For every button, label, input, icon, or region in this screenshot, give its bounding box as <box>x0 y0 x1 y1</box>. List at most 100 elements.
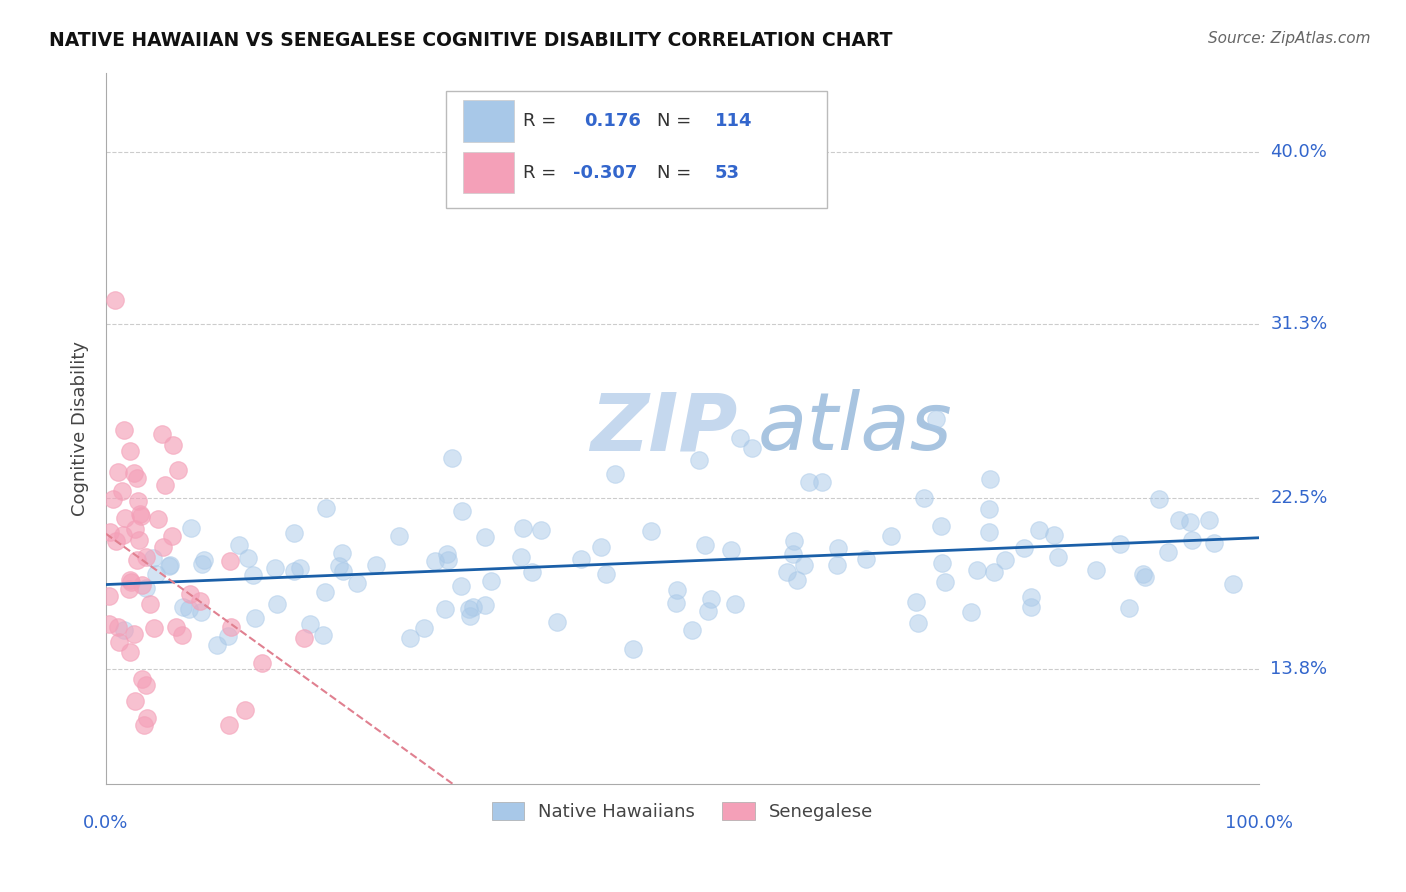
Point <box>190 605 212 619</box>
Point <box>98 524 121 539</box>
Point <box>328 558 350 573</box>
Point <box>266 597 288 611</box>
Text: 22.5%: 22.5% <box>1271 489 1327 507</box>
Text: 13.8%: 13.8% <box>1271 660 1327 678</box>
Text: 100.0%: 100.0% <box>1225 814 1294 832</box>
Point <box>218 717 240 731</box>
Point <box>786 573 808 587</box>
Text: Source: ZipAtlas.com: Source: ZipAtlas.com <box>1208 31 1371 46</box>
Text: 114: 114 <box>714 112 752 130</box>
Point <box>699 592 721 607</box>
Point <box>450 504 472 518</box>
Text: atlas: atlas <box>758 390 952 467</box>
Point <box>124 522 146 536</box>
Point <box>925 411 948 425</box>
Point <box>103 492 125 507</box>
Point <box>288 561 311 575</box>
Point <box>207 638 229 652</box>
Point <box>461 599 484 614</box>
Text: 53: 53 <box>714 163 740 181</box>
Point <box>474 598 496 612</box>
Point <box>1118 601 1140 615</box>
Text: 0.176: 0.176 <box>585 112 641 130</box>
Point <box>145 566 167 581</box>
Point <box>912 491 935 505</box>
Point <box>150 426 173 441</box>
Point <box>172 600 194 615</box>
Point <box>170 628 193 642</box>
Point <box>697 604 720 618</box>
Point <box>960 606 983 620</box>
Point <box>104 293 127 307</box>
Point <box>931 556 953 570</box>
Point <box>603 467 626 481</box>
Point <box>217 629 239 643</box>
Point <box>142 621 165 635</box>
Point <box>1157 545 1180 559</box>
Point <box>136 711 159 725</box>
Point <box>118 443 141 458</box>
Point <box>481 574 503 588</box>
Point <box>124 694 146 708</box>
Point <box>1047 549 1070 564</box>
Point <box>530 523 553 537</box>
Point <box>512 521 534 535</box>
Point <box>595 567 617 582</box>
Point <box>124 467 146 481</box>
Point <box>179 587 201 601</box>
Point <box>681 624 703 638</box>
Point <box>111 528 134 542</box>
Point <box>979 502 1001 516</box>
Point <box>695 538 717 552</box>
Point <box>179 602 201 616</box>
Point <box>1019 599 1042 614</box>
Point <box>105 534 128 549</box>
Point <box>193 553 215 567</box>
Point <box>242 568 264 582</box>
Point <box>728 431 751 445</box>
Point <box>934 575 956 590</box>
Point <box>1198 513 1220 527</box>
FancyBboxPatch shape <box>464 152 515 194</box>
Point <box>1222 576 1244 591</box>
Text: ZIP: ZIP <box>591 390 738 467</box>
Point <box>283 564 305 578</box>
Point <box>458 609 481 624</box>
Point <box>1181 533 1204 548</box>
Point <box>188 593 211 607</box>
Point <box>135 550 157 565</box>
Point <box>299 617 322 632</box>
Point <box>233 702 256 716</box>
Point <box>346 576 368 591</box>
Point <box>114 511 136 525</box>
Point <box>546 615 568 629</box>
Point <box>1178 515 1201 529</box>
Point <box>364 558 387 573</box>
Point <box>741 441 763 455</box>
Text: R =: R = <box>523 163 557 181</box>
Point <box>783 534 806 549</box>
Point <box>450 578 472 592</box>
Point <box>458 601 481 615</box>
Point <box>142 550 165 565</box>
Point <box>332 564 354 578</box>
Point <box>931 519 953 533</box>
Point <box>797 475 820 490</box>
Point <box>825 558 848 573</box>
Text: R =: R = <box>523 112 557 130</box>
Point <box>1149 491 1171 506</box>
Point <box>128 533 150 547</box>
Point <box>160 529 183 543</box>
Y-axis label: Cognitive Disability: Cognitive Disability <box>72 341 89 516</box>
Point <box>98 617 121 632</box>
Point <box>134 717 156 731</box>
Point <box>433 602 456 616</box>
Text: -0.307: -0.307 <box>574 163 637 181</box>
Point <box>107 465 129 479</box>
Point <box>811 475 834 489</box>
Point <box>1135 570 1157 584</box>
Point <box>129 509 152 524</box>
Point <box>128 507 150 521</box>
Point <box>283 526 305 541</box>
Point <box>219 554 242 568</box>
